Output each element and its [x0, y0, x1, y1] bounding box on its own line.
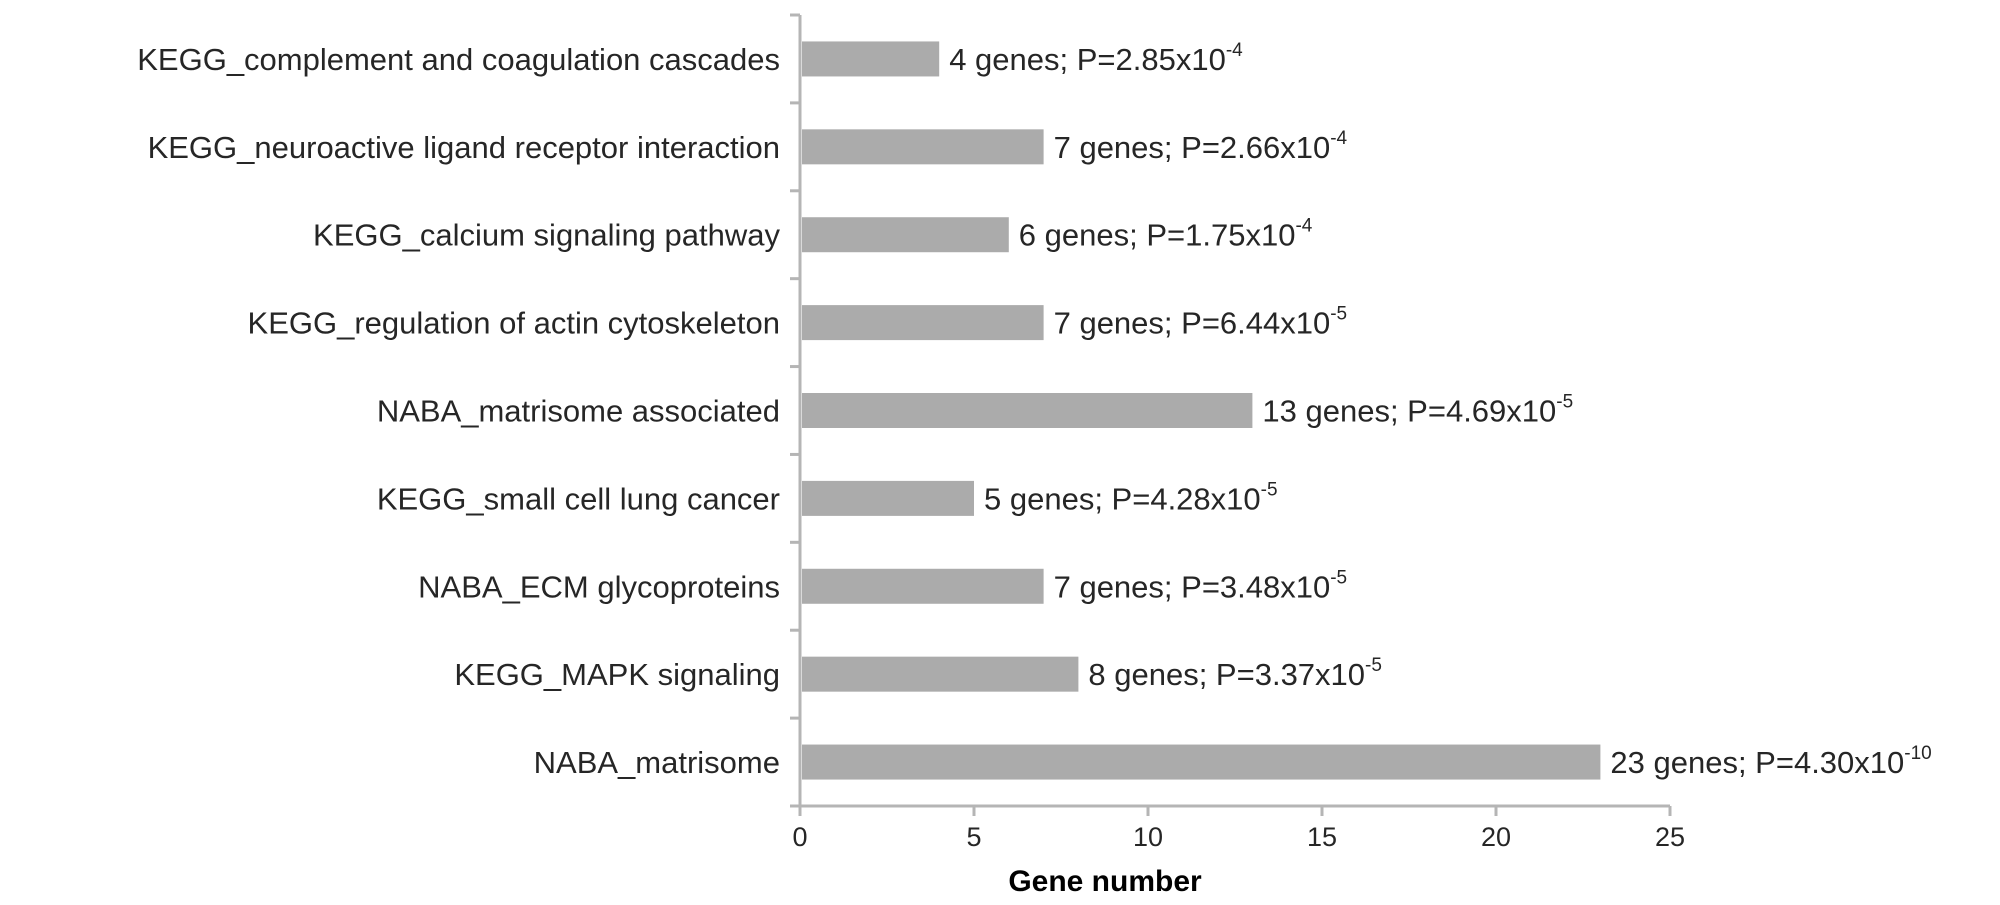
- bar: [802, 744, 1601, 780]
- category-label: KEGG_regulation of actin cytoskeleton: [248, 306, 780, 341]
- x-tick-labels: 0 5 10 15 20 25: [792, 822, 1685, 852]
- data-labels: 4 genes; P=2.85x10-4 7 genes; P=2.66x10-4…: [949, 40, 1932, 780]
- data-label: 6 genes; P=1.75x10-4: [1019, 216, 1313, 253]
- data-label: 7 genes; P=3.48x10-5: [1054, 567, 1348, 604]
- category-labels: KEGG_complement and coagulation cascades…: [137, 42, 780, 780]
- category-label: NABA_matrisome: [534, 745, 780, 780]
- data-label: 8 genes; P=3.37x10-5: [1088, 655, 1382, 692]
- data-label: 4 genes; P=2.85x10-4: [949, 40, 1243, 77]
- data-label: 7 genes; P=2.66x10-4: [1054, 128, 1348, 165]
- bar: [802, 568, 1044, 604]
- category-label: KEGG_complement and coagulation cascades: [137, 42, 780, 77]
- x-tick-label: 10: [1133, 822, 1163, 852]
- x-tick-label: 15: [1307, 822, 1337, 852]
- data-label: 23 genes; P=4.30x10-10: [1610, 743, 1931, 780]
- category-label: KEGG_MAPK signaling: [454, 657, 780, 692]
- data-label: 7 genes; P=6.44x10-5: [1054, 304, 1348, 341]
- axes: [790, 13, 1672, 816]
- x-tick-label: 5: [966, 822, 981, 852]
- bars-group: [802, 41, 1601, 780]
- bar: [802, 129, 1044, 165]
- category-label: NABA_ECM glycoproteins: [418, 569, 780, 604]
- bar: [802, 480, 974, 516]
- x-tick-label: 0: [792, 822, 807, 852]
- bar: [802, 217, 1009, 253]
- x-tick-label: 25: [1655, 822, 1685, 852]
- bar: [802, 656, 1079, 692]
- data-label: 13 genes; P=4.69x10-5: [1262, 392, 1573, 429]
- category-label: KEGG_calcium signaling pathway: [313, 218, 780, 253]
- category-label: NABA_matrisome associated: [377, 394, 780, 429]
- category-label: KEGG_neuroactive ligand receptor interac…: [148, 130, 780, 165]
- bar: [802, 393, 1253, 428]
- data-label: 5 genes; P=4.28x10-5: [984, 479, 1278, 516]
- bar: [802, 41, 940, 77]
- bar: [802, 305, 1044, 341]
- x-tick-label: 20: [1481, 822, 1511, 852]
- category-label: KEGG_small cell lung cancer: [377, 481, 780, 516]
- x-axis-title: Gene number: [1008, 865, 1202, 898]
